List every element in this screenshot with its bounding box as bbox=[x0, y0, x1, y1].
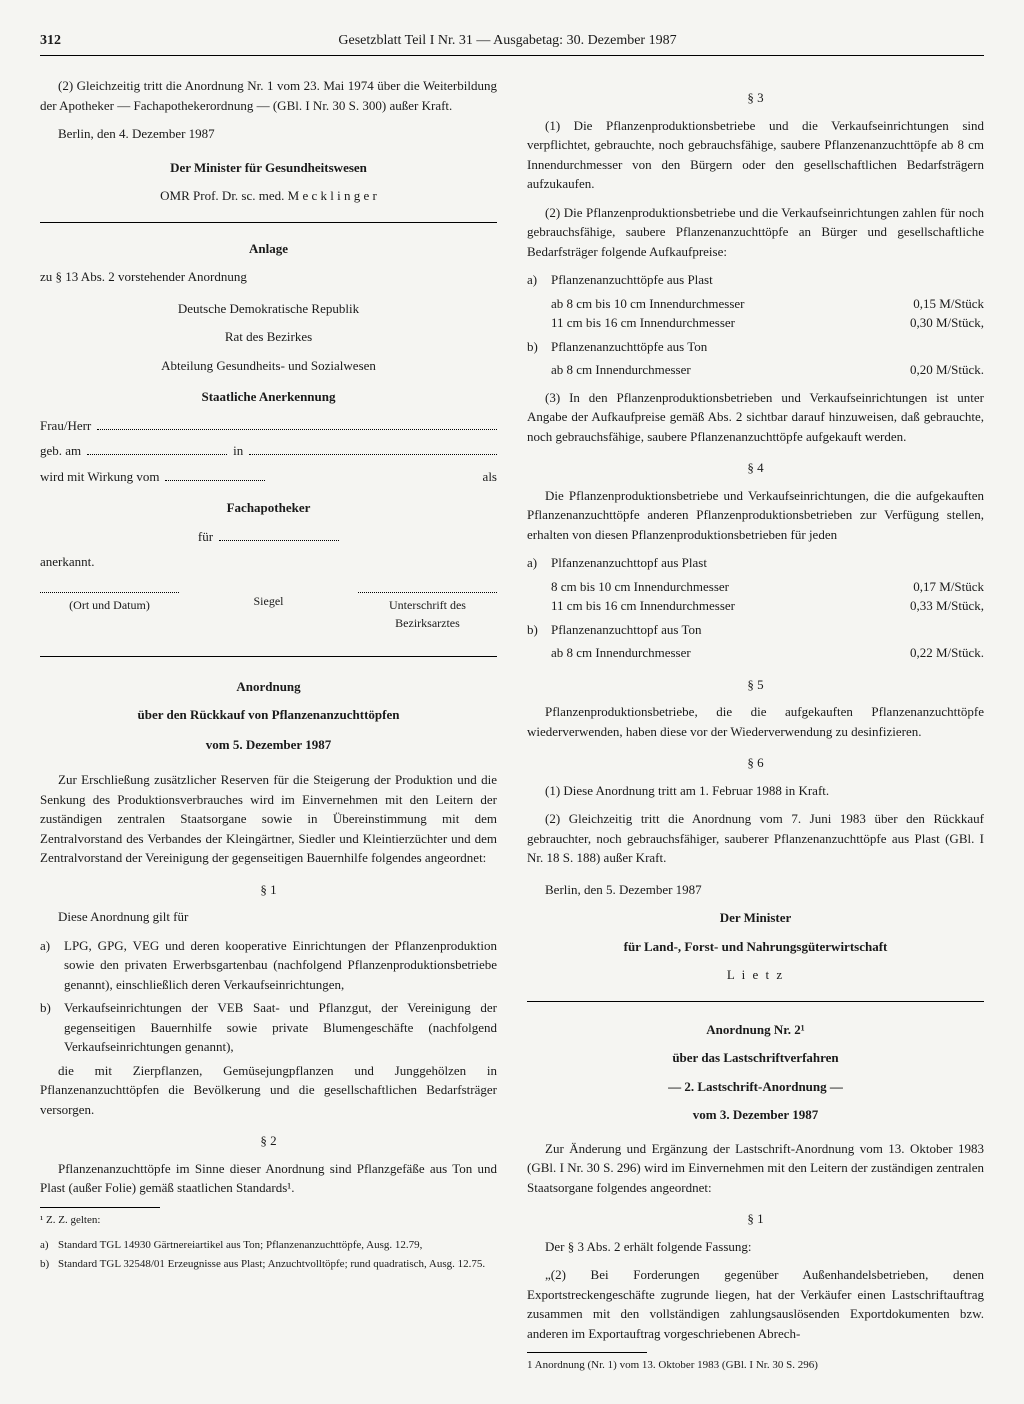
s1-heading: § 1 bbox=[40, 880, 497, 900]
header-title: Gesetzblatt Teil I Nr. 31 — Ausgabetag: … bbox=[61, 30, 954, 51]
minister2-name: L i e t z bbox=[527, 965, 984, 985]
footnote-divider bbox=[527, 1352, 647, 1353]
form-wirkung: wird mit Wirkung vom als bbox=[40, 467, 497, 487]
s1-intro: Diese Anordnung gilt für bbox=[40, 907, 497, 927]
price-row: 11 cm bis 16 cm Innendurchmesser 0,30 M/… bbox=[551, 313, 984, 333]
price-row: 11 cm bis 16 cm Innendurchmesser 0,33 M/… bbox=[551, 596, 984, 616]
s6-1: (1) Diese Anordnung tritt am 1. Februar … bbox=[527, 781, 984, 801]
s6-2: (2) Gleichzeitig tritt die Anordnung vom… bbox=[527, 809, 984, 868]
anordnung3-sub: über das Lastschriftverfahren bbox=[527, 1048, 984, 1068]
minister2-title: Der Minister bbox=[527, 908, 984, 928]
berlin2: Berlin, den 5. Dezember 1987 bbox=[527, 880, 984, 900]
a3-s1-heading: § 1 bbox=[527, 1209, 984, 1229]
s1-outro: die mit Zierpflanzen, Gemüsejungpflanzen… bbox=[40, 1061, 497, 1120]
content-columns: (2) Gleichzeitig tritt die Anordnung Nr.… bbox=[40, 76, 984, 1383]
s4-heading: § 4 bbox=[527, 458, 984, 478]
s3-2: (2) Die Pflanzenproduktionsbetriebe und … bbox=[527, 203, 984, 262]
s3-1: (1) Die Pflanzenproduktionsbetriebe und … bbox=[527, 116, 984, 194]
s4-a: a) Plfanzenanzuchttopf aus Plast bbox=[527, 553, 984, 573]
form-geb: geb. am in bbox=[40, 441, 497, 461]
anordnung3-title: Anordnung Nr. 2¹ bbox=[527, 1020, 984, 1040]
s3-2a: a) Pflanzenanzuchttöpfe aus Plast bbox=[527, 270, 984, 290]
s5-text: Pflanzenproduktionsbetriebe, die die auf… bbox=[527, 702, 984, 741]
abteilung: Abteilung Gesundheits- und Sozialwesen bbox=[40, 356, 497, 376]
s3-2b: b) Pflanzenanzuchttöpfe aus Ton bbox=[527, 337, 984, 357]
s2-heading: § 2 bbox=[40, 1131, 497, 1151]
price-row: ab 8 cm Innendurchmesser 0,20 M/Stück. bbox=[551, 360, 984, 380]
anlage-heading: Anlage bbox=[40, 239, 497, 259]
form-fuer: für bbox=[40, 527, 497, 547]
divider bbox=[527, 1001, 984, 1002]
rat: Rat des Bezirkes bbox=[40, 327, 497, 347]
anerkannt: anerkannt. bbox=[40, 552, 497, 572]
ddr: Deutsche Demokratische Republik bbox=[40, 299, 497, 319]
s2-text: Pflanzenanzuchttöpfe im Sinne dieser Ano… bbox=[40, 1159, 497, 1198]
berlin-date: Berlin, den 4. Dezember 1987 bbox=[40, 124, 497, 144]
s4-intro: Die Pflanzenproduktionsbetriebe und Verk… bbox=[527, 486, 984, 545]
s6-heading: § 6 bbox=[527, 753, 984, 773]
divider bbox=[40, 222, 497, 223]
minister-title: Der Minister für Gesundheitswesen bbox=[40, 158, 497, 178]
price-row: ab 8 cm Innendurchmesser 0,22 M/Stück. bbox=[551, 643, 984, 663]
s1-item-b: b) Verkaufseinrichtungen der VEB Saat- u… bbox=[40, 998, 497, 1057]
anordnung2-intro: Zur Erschließung zusätzlicher Reserven f… bbox=[40, 770, 497, 868]
s1-item-a: a) LPG, GPG, VEG und deren kooperative E… bbox=[40, 936, 497, 995]
footnote2: 1 Anordnung (Nr. 1) vom 13. Oktober 1983… bbox=[527, 1357, 984, 1374]
divider bbox=[40, 656, 497, 657]
minister-name: OMR Prof. Dr. sc. med. M e c k l i n g e… bbox=[40, 186, 497, 206]
anordnung2-sub: über den Rückkauf von Pflanzenanzuchttöp… bbox=[40, 705, 497, 725]
page-number: 312 bbox=[40, 30, 61, 51]
a3-s1-text: „(2) Bei Forderungen gegenüber Außenhand… bbox=[527, 1265, 984, 1343]
anerkennung: Staatliche Anerkennung bbox=[40, 387, 497, 407]
footnote-b: b) Standard TGL 32548/01 Erzeugnisse aus… bbox=[40, 1256, 497, 1273]
anordnung2-title: Anordnung bbox=[40, 677, 497, 697]
fachapotheker: Fachapotheker bbox=[40, 498, 497, 518]
page-header: 312 Gesetzblatt Teil I Nr. 31 — Ausgabet… bbox=[40, 30, 984, 56]
signature-row: (Ort und Datum) Siegel Unterschrift des … bbox=[40, 592, 497, 632]
price-row: 8 cm bis 10 cm Innendurchmesser 0,17 M/S… bbox=[551, 577, 984, 597]
para-2: (2) Gleichzeitig tritt die Anordnung Nr.… bbox=[40, 76, 497, 115]
s5-heading: § 5 bbox=[527, 675, 984, 695]
s4-b: b) Pflanzenanzuchttopf aus Ton bbox=[527, 620, 984, 640]
footnote-a: a) Standard TGL 14930 Gärtnereiartikel a… bbox=[40, 1237, 497, 1254]
anordnung2-date: vom 5. Dezember 1987 bbox=[40, 735, 497, 755]
price-row: ab 8 cm bis 10 cm Innendurchmesser 0,15 … bbox=[551, 294, 984, 314]
a3-s1-intro: Der § 3 Abs. 2 erhält folgende Fassung: bbox=[527, 1237, 984, 1257]
anordnung3-sub2: — 2. Lastschrift-Anordnung — bbox=[527, 1077, 984, 1097]
footnote-intro: ¹ Z. Z. gelten: bbox=[40, 1212, 497, 1229]
left-column: (2) Gleichzeitig tritt die Anordnung Nr.… bbox=[40, 76, 497, 1383]
footnote-divider bbox=[40, 1207, 160, 1208]
s3-3: (3) In den Pflanzenproduktionsbetrieben … bbox=[527, 388, 984, 447]
anordnung3-intro: Zur Änderung und Ergänzung der Lastschri… bbox=[527, 1139, 984, 1198]
minister2-sub: für Land-, Forst- und Nahrungsgüterwirts… bbox=[527, 937, 984, 957]
form-frau-herr: Frau/Herr bbox=[40, 416, 497, 436]
anlage-sub: zu § 13 Abs. 2 vorstehender Anordnung bbox=[40, 267, 497, 287]
right-column: § 3 (1) Die Pflanzenproduktionsbetriebe … bbox=[527, 76, 984, 1383]
anordnung3-date: vom 3. Dezember 1987 bbox=[527, 1105, 984, 1125]
s3-heading: § 3 bbox=[527, 88, 984, 108]
